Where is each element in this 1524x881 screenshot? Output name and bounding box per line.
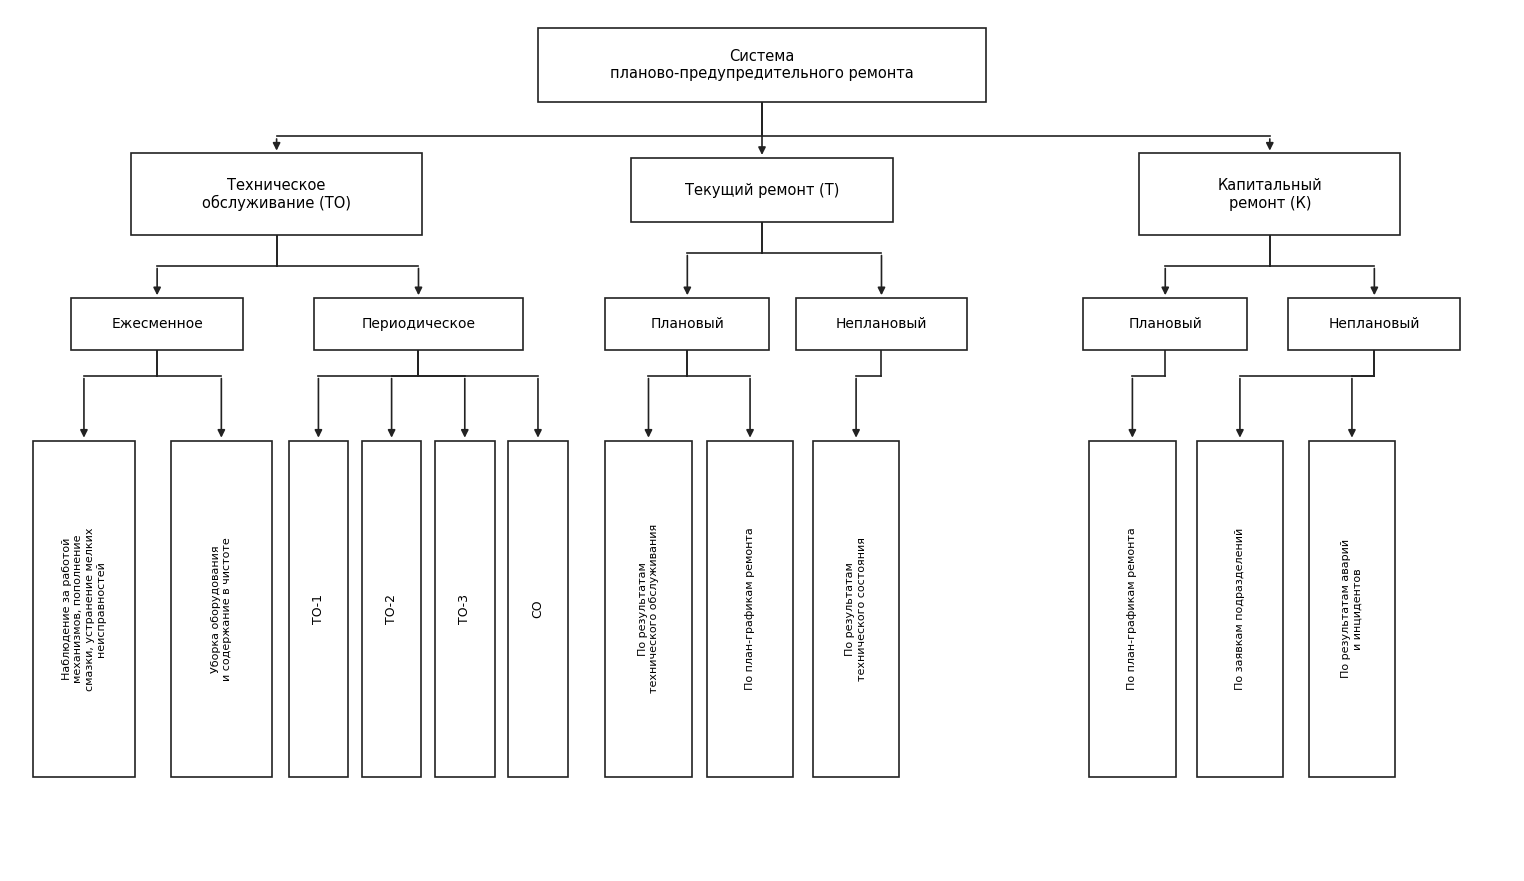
Bar xyxy=(812,440,899,777)
Bar xyxy=(707,440,794,777)
Text: Наблюдение за работой
механизмов, пополнение
смазки, устранение мелких
неисправн: Наблюдение за работой механизмов, пополн… xyxy=(61,527,107,691)
Text: Неплановый: Неплановый xyxy=(835,317,927,331)
Bar xyxy=(361,440,422,777)
Text: Система
планово-предупредительного ремонта: Система планово-предупредительного ремон… xyxy=(610,48,914,81)
Text: По результатам аварий
и инцидентов: По результатам аварий и инцидентов xyxy=(1341,539,1362,678)
Bar xyxy=(605,298,770,350)
Text: По заявкам подразделений: По заявкам подразделений xyxy=(1234,528,1245,690)
Text: Плановый: Плановый xyxy=(1128,317,1202,331)
Text: ТО-2: ТО-2 xyxy=(386,594,398,624)
Text: Текущий ремонт (Т): Текущий ремонт (Т) xyxy=(684,182,840,197)
Bar xyxy=(1288,298,1460,350)
Text: Периодическое: Периодическое xyxy=(361,317,475,331)
Bar xyxy=(171,440,273,777)
Bar xyxy=(72,298,242,350)
Bar xyxy=(1084,298,1247,350)
Bar xyxy=(1196,440,1283,777)
Text: По результатам
технического обслуживания: По результатам технического обслуживания xyxy=(637,524,660,693)
Text: Плановый: Плановый xyxy=(651,317,724,331)
Bar xyxy=(605,440,692,777)
Text: ТО-3: ТО-3 xyxy=(459,594,471,624)
Text: ТО-1: ТО-1 xyxy=(312,594,325,624)
Bar xyxy=(507,440,568,777)
Text: Уборка оборудования
и содержание в чистоте: Уборка оборудования и содержание в чисто… xyxy=(210,537,232,681)
Text: По результатам
технического состояния: По результатам технического состояния xyxy=(846,537,867,681)
Bar xyxy=(131,153,422,235)
Text: По план-графикам ремонта: По план-графикам ремонта xyxy=(1128,528,1137,690)
Text: По план-графикам ремонта: По план-графикам ремонта xyxy=(745,528,754,690)
Text: СО: СО xyxy=(532,600,544,618)
Bar xyxy=(796,298,968,350)
Bar xyxy=(434,440,495,777)
Bar xyxy=(1090,440,1175,777)
Bar xyxy=(1309,440,1396,777)
Bar xyxy=(631,158,893,223)
Bar xyxy=(314,298,523,350)
Bar xyxy=(1138,153,1401,235)
Bar xyxy=(34,440,134,777)
Text: Техническое
обслуживание (ТО): Техническое обслуживание (ТО) xyxy=(203,178,351,211)
Bar xyxy=(538,28,986,101)
Text: Ежесменное: Ежесменное xyxy=(111,317,203,331)
Bar xyxy=(288,440,349,777)
Text: Неплановый: Неплановый xyxy=(1329,317,1420,331)
Text: Капитальный
ремонт (К): Капитальный ремонт (К) xyxy=(1218,178,1323,211)
